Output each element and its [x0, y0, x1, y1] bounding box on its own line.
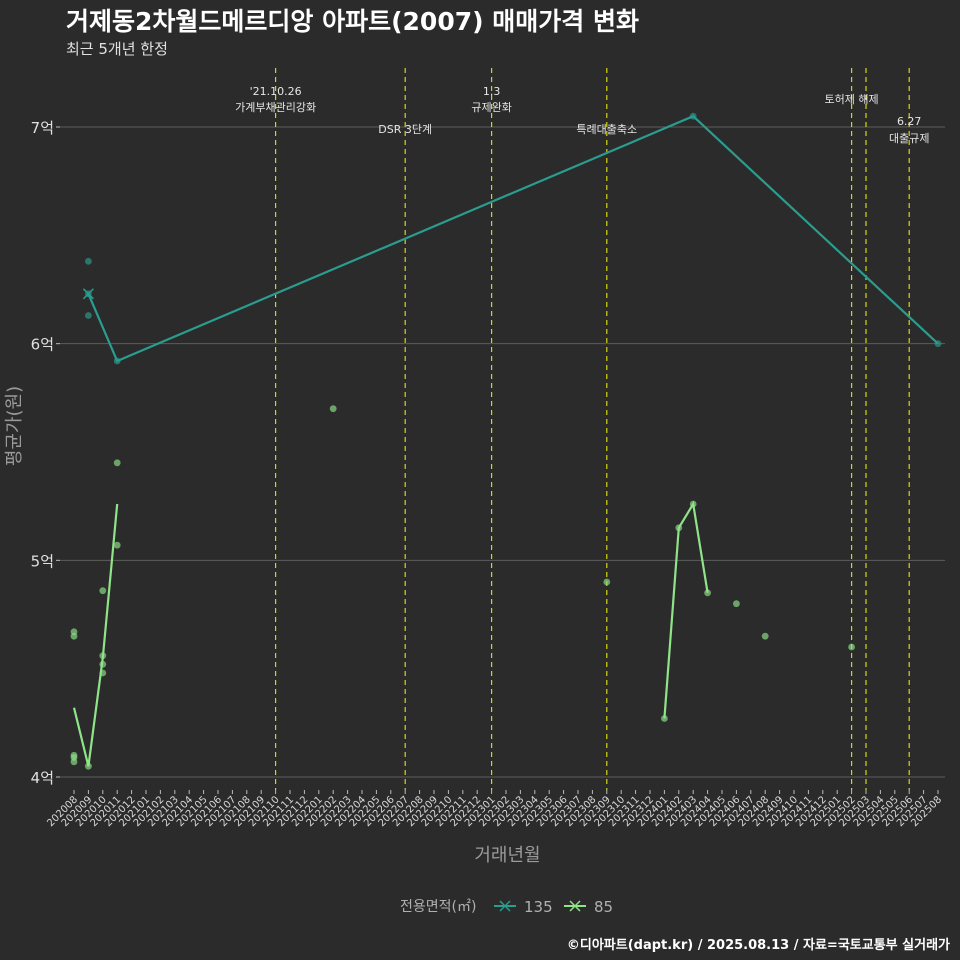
data-point-135	[85, 312, 92, 319]
event-label: 규제완화	[471, 101, 511, 114]
x-axis-title: 거래년월	[474, 845, 540, 866]
data-point-85	[675, 524, 683, 532]
data-point-85	[761, 632, 769, 640]
event-label: 토허제 해제	[825, 92, 879, 106]
data-point-85	[704, 589, 711, 597]
data-point-85	[85, 762, 92, 770]
y-tick-label: 4억	[31, 769, 54, 787]
source-caption: ©디아파트(dapt.kr) / 2025.08.13 / 자료=국토교통부 실…	[566, 938, 950, 953]
data-point-85	[689, 500, 697, 508]
series-line-135	[87, 114, 939, 363]
data-point-85	[329, 405, 337, 413]
data-point-135	[934, 340, 942, 348]
data-point-85	[70, 758, 78, 766]
event-date-label: 6.27	[897, 115, 922, 128]
event-label: 대출규제	[889, 132, 929, 145]
series-line-85	[72, 503, 119, 767]
data-point-135	[113, 357, 121, 365]
data-point-135	[689, 112, 697, 120]
y-tick-label: 6억	[31, 336, 54, 354]
data-point-85	[113, 459, 121, 467]
legend-title: 전용면적(㎡)	[400, 899, 476, 915]
series-line-85	[663, 500, 709, 719]
event-label: 가계부채관리강화	[235, 101, 316, 114]
legend-marker-85	[569, 900, 581, 912]
y-axis-title: 평균가(원)	[4, 386, 25, 466]
data-point-85	[113, 541, 121, 549]
legend-label-85: 85	[594, 898, 613, 916]
legend-marker-135	[499, 900, 511, 912]
data-point-85	[848, 643, 855, 651]
y-tick-label: 7억	[31, 119, 54, 137]
series-marker-cross	[82, 288, 94, 300]
y-tick-label: 5억	[31, 552, 54, 570]
chart-title: 거제동2차월드메르디앙 아파트(2007) 매매가격 변화	[66, 7, 639, 36]
event-date-label: 1.3	[483, 85, 501, 98]
data-point-85	[70, 632, 78, 640]
data-point-85	[603, 578, 611, 586]
data-point-85	[99, 660, 107, 668]
data-point-85	[99, 669, 107, 677]
chart-subtitle: 최근 5개년 한정	[66, 40, 168, 58]
event-label: DSR 3단계	[378, 123, 432, 136]
event-date-label: '21.10.26	[250, 85, 302, 98]
data-point-85	[661, 715, 668, 722]
data-point-85	[99, 652, 107, 660]
data-point-135	[85, 257, 92, 265]
legend-label-135: 135	[524, 898, 553, 916]
data-point-85	[733, 600, 740, 608]
event-label: 특례대출축소	[576, 123, 637, 136]
data-point-85	[99, 587, 107, 595]
